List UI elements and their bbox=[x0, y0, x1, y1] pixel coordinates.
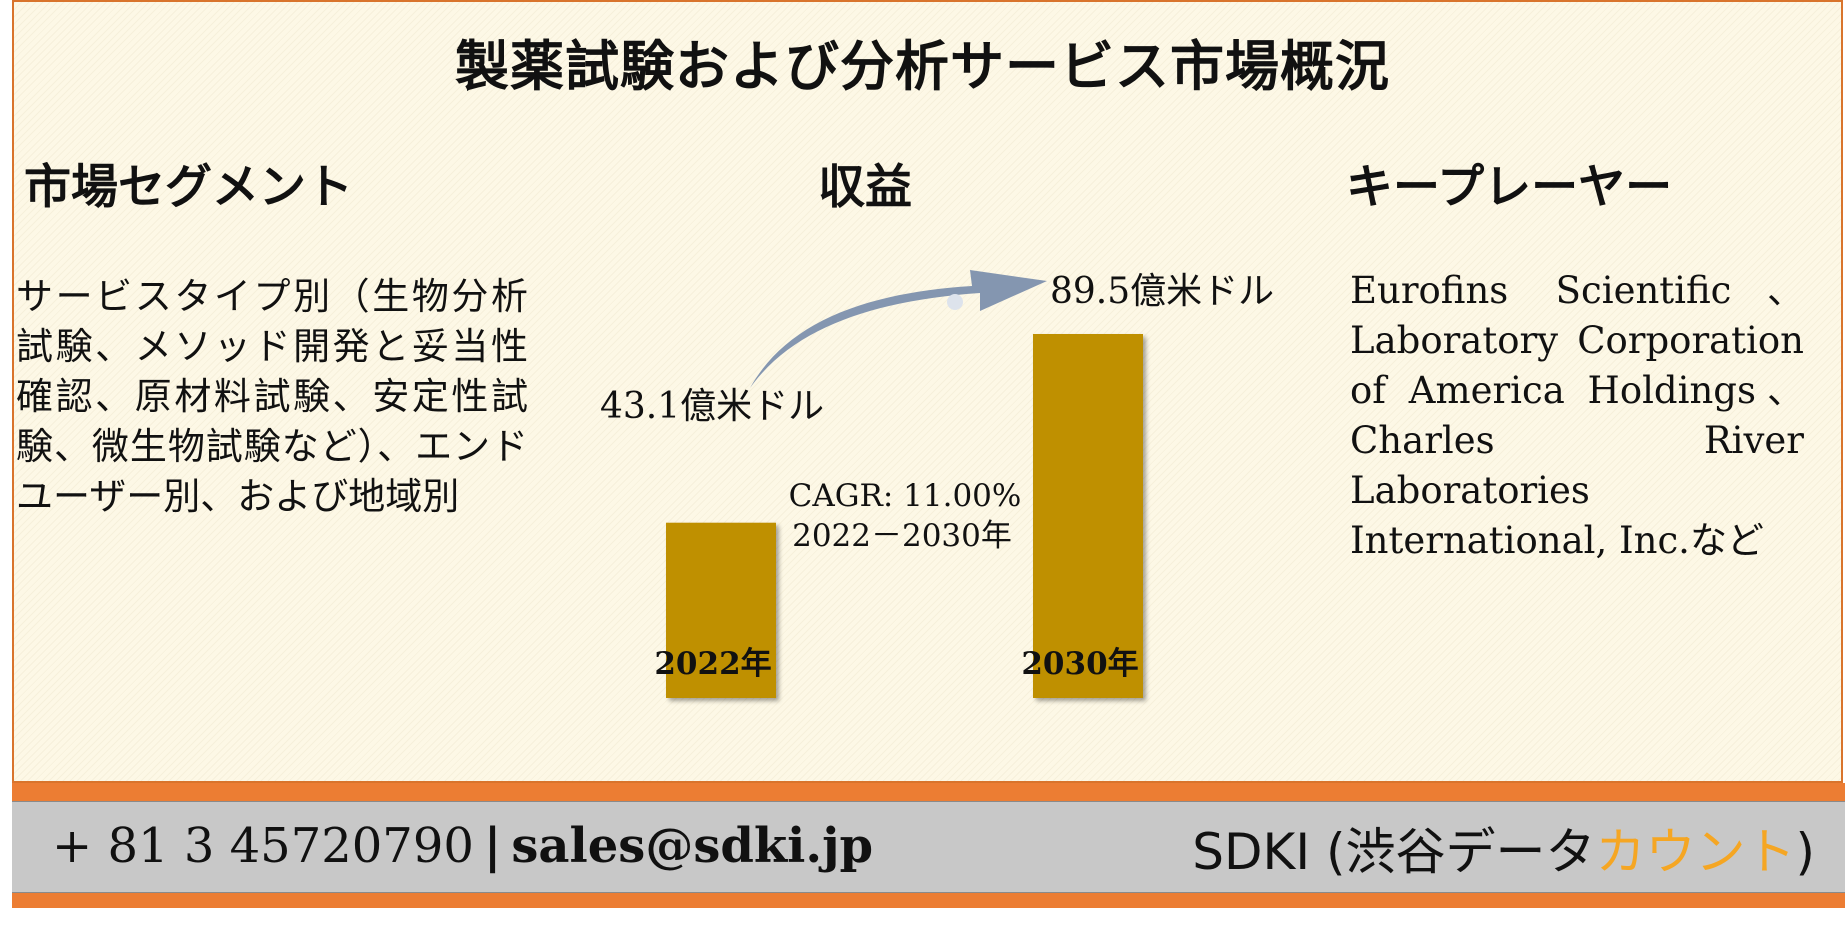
brand-prefix: SDKI (渋谷データ bbox=[1192, 823, 1596, 881]
contact-separator: | bbox=[483, 818, 502, 874]
brand-name: SDKI (渋谷データカウント) bbox=[1192, 812, 1815, 884]
contact-info: + 81 3 45720790 | sales@sdki.jp bbox=[52, 818, 873, 874]
overview-panel bbox=[12, 0, 1843, 783]
revenue-heading: 収益 bbox=[818, 160, 912, 215]
email-link[interactable]: sales@sdki.jp bbox=[511, 818, 874, 874]
key-players-heading: キープレーヤー bbox=[1346, 160, 1673, 215]
segments-heading: 市場セグメント bbox=[24, 160, 353, 215]
key-players-text: Eurofins Scientific、Laboratory Corporati… bbox=[1350, 269, 1804, 562]
footer-stripe-top bbox=[12, 783, 1845, 801]
footer-stripe-bottom bbox=[12, 893, 1845, 908]
page-title: 製薬試験および分析サービス市場概況 bbox=[455, 34, 1390, 98]
segments-text: サービスタイプ別（生物分析試験、メソッド開発と妥当性確認、原材料試験、安定性試験… bbox=[16, 275, 528, 518]
brand-suffix: ) bbox=[1795, 823, 1815, 881]
brand-accent: カウント bbox=[1595, 823, 1796, 881]
phone-number[interactable]: + 81 3 45720790 bbox=[52, 818, 474, 874]
footer-bar bbox=[12, 801, 1845, 893]
